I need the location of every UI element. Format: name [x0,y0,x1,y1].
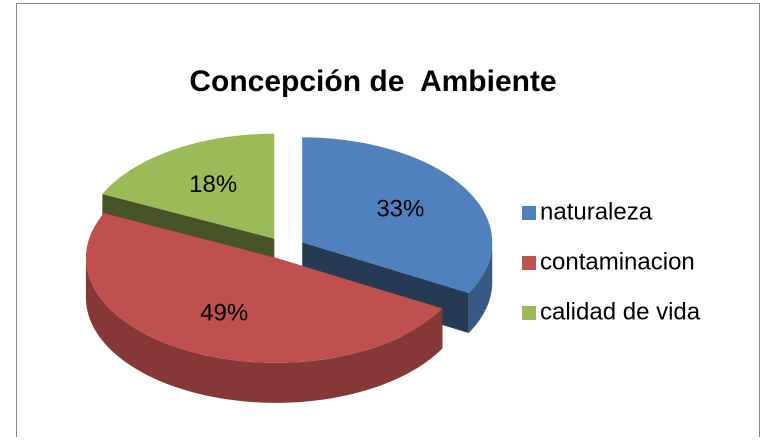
slice [102,133,275,239]
legend-swatch [522,206,536,220]
slice [302,137,493,293]
slice [85,213,443,363]
legend-label: naturaleza [540,198,653,225]
legend-swatch [522,306,536,320]
chart-title: Concepción de Ambiente [189,65,556,98]
data-label: 33% [376,196,424,223]
slice-wall [85,257,443,403]
slice-wall [468,242,493,333]
data-label: 49% [200,299,248,326]
legend-label: calidad de vida [540,298,701,325]
legend-swatch [522,256,536,270]
data-label: 18% [189,171,237,198]
legend-label: contaminacion [540,248,695,275]
